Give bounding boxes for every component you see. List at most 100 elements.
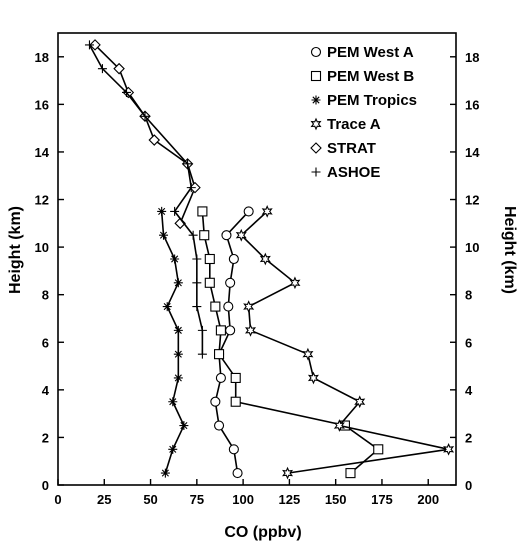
series-pem-tropics xyxy=(157,206,189,478)
data-point-pem-tropics xyxy=(170,254,180,264)
data-point-trace-a xyxy=(354,395,366,409)
legend-label-pem-west-a: PEM West A xyxy=(327,44,414,61)
y-tick-label-left: 8 xyxy=(42,288,49,303)
data-point-pem-west-b xyxy=(230,372,241,383)
plot-frame xyxy=(57,32,457,486)
y-tick-label-right: 16 xyxy=(465,97,479,112)
y-tick-label-right: 2 xyxy=(465,430,472,445)
y-tick-label-right: 4 xyxy=(465,383,473,398)
legend-label-strat: STRAT xyxy=(327,140,376,157)
y-tick-label-left: 6 xyxy=(42,335,49,350)
data-point-pem-tropics xyxy=(168,444,178,454)
data-point-pem-west-b xyxy=(210,301,221,312)
data-point-pem-west-b xyxy=(197,206,208,217)
legend-marker-ashoe xyxy=(311,167,321,177)
series-trace-a xyxy=(235,205,455,480)
y-tick-label-right: 0 xyxy=(465,478,472,493)
data-point-ashoe xyxy=(170,206,180,216)
legend-label-pem-west-b: PEM West B xyxy=(327,68,414,85)
data-point-pem-west-a xyxy=(225,325,236,336)
series-pem-west-b xyxy=(197,206,384,479)
legend-marker-trace-a xyxy=(310,117,322,131)
series-line-pem-west-b xyxy=(201,211,380,474)
y-tick-label-left: 12 xyxy=(35,193,49,208)
data-point-pem-west-a xyxy=(210,396,221,407)
legend-marker-pem-west-a xyxy=(310,46,322,58)
data-point-pem-west-b xyxy=(214,349,225,360)
data-point-trace-a xyxy=(243,300,255,313)
data-point-trace-a xyxy=(302,347,314,361)
series-line-trace-a xyxy=(240,210,449,474)
data-point-ashoe xyxy=(192,278,202,288)
data-point-trace-a xyxy=(289,276,301,290)
series-line-pem-tropics xyxy=(160,211,185,474)
y-tick-label-right: 12 xyxy=(465,193,479,208)
x-tick-label: 125 xyxy=(279,492,301,507)
data-point-ashoe xyxy=(192,254,202,264)
data-point-pem-west-a xyxy=(214,420,225,431)
y-tick-label-left: 4 xyxy=(42,383,50,398)
data-point-pem-tropics xyxy=(173,349,183,359)
legend-item-pem-west-a: PEM West A xyxy=(310,44,414,61)
y-axis-title-right: Height (km) xyxy=(501,206,518,294)
data-point-trace-a xyxy=(443,442,455,456)
y-tick-label-right: 18 xyxy=(465,50,479,65)
data-point-ashoe xyxy=(121,87,131,97)
series-layer xyxy=(84,39,455,480)
data-point-trace-a xyxy=(259,252,271,266)
data-point-pem-tropics xyxy=(157,206,167,216)
y-tick-label-right: 14 xyxy=(465,145,480,160)
x-tick-label: 175 xyxy=(371,492,393,507)
data-point-pem-west-b xyxy=(230,396,241,407)
data-point-pem-west-b xyxy=(204,253,215,265)
data-point-trace-a xyxy=(245,324,257,337)
data-point-pem-west-a xyxy=(221,230,232,241)
data-point-pem-west-b xyxy=(373,444,384,455)
y-tick-label-left: 14 xyxy=(35,145,50,160)
legend-item-trace-a: Trace A xyxy=(310,116,381,133)
data-point-trace-a xyxy=(235,228,247,242)
data-point-pem-tropics xyxy=(179,421,189,431)
data-point-pem-west-a xyxy=(228,253,239,265)
y-axis-title-left: Height (km) xyxy=(7,206,24,294)
data-point-pem-west-b xyxy=(345,468,356,479)
data-point-ashoe xyxy=(84,40,94,50)
data-point-pem-tropics xyxy=(173,325,183,335)
legend-item-pem-west-b: PEM West B xyxy=(310,68,414,85)
data-point-pem-tropics xyxy=(173,278,183,288)
data-point-trace-a xyxy=(261,205,273,218)
data-point-pem-west-b xyxy=(215,325,226,336)
y-tick-label-left: 10 xyxy=(35,240,49,255)
legend-item-pem-tropics: PEM Tropics xyxy=(311,92,417,109)
data-point-pem-west-b xyxy=(204,277,215,288)
y-tick-label-right: 6 xyxy=(465,335,472,350)
data-point-strat xyxy=(113,62,125,75)
data-point-pem-west-a xyxy=(223,301,234,312)
data-point-ashoe xyxy=(192,302,202,312)
x-tick-label: 50 xyxy=(143,492,157,507)
legend-marker-pem-west-b xyxy=(310,70,322,82)
data-point-pem-west-a xyxy=(225,277,236,288)
legend: PEM West A PEM West B PEM Tropics Trace A ST… xyxy=(310,44,417,181)
data-point-trace-a xyxy=(282,466,294,480)
x-tick-label: 200 xyxy=(417,492,439,507)
data-point-pem-tropics xyxy=(173,373,183,383)
series-line-strat xyxy=(94,44,196,224)
data-point-trace-a xyxy=(333,419,345,432)
data-point-pem-west-a xyxy=(232,468,243,479)
data-point-ashoe xyxy=(97,64,107,74)
y-tick-label-left: 2 xyxy=(42,430,49,445)
data-point-strat xyxy=(89,39,101,51)
data-point-pem-tropics xyxy=(168,397,178,407)
data-point-pem-west-a xyxy=(215,372,226,383)
y-tick-label-right: 10 xyxy=(465,240,479,255)
plot-border xyxy=(57,32,457,486)
legend-label-ashoe: ASHOE xyxy=(327,164,380,181)
legend-marker-pem-tropics xyxy=(311,95,321,105)
x-tick-label: 0 xyxy=(54,492,61,507)
legend-label-pem-tropics: PEM Tropics xyxy=(327,92,417,109)
data-point-pem-tropics xyxy=(160,468,170,478)
data-point-strat xyxy=(148,134,161,146)
data-point-ashoe xyxy=(197,325,207,335)
